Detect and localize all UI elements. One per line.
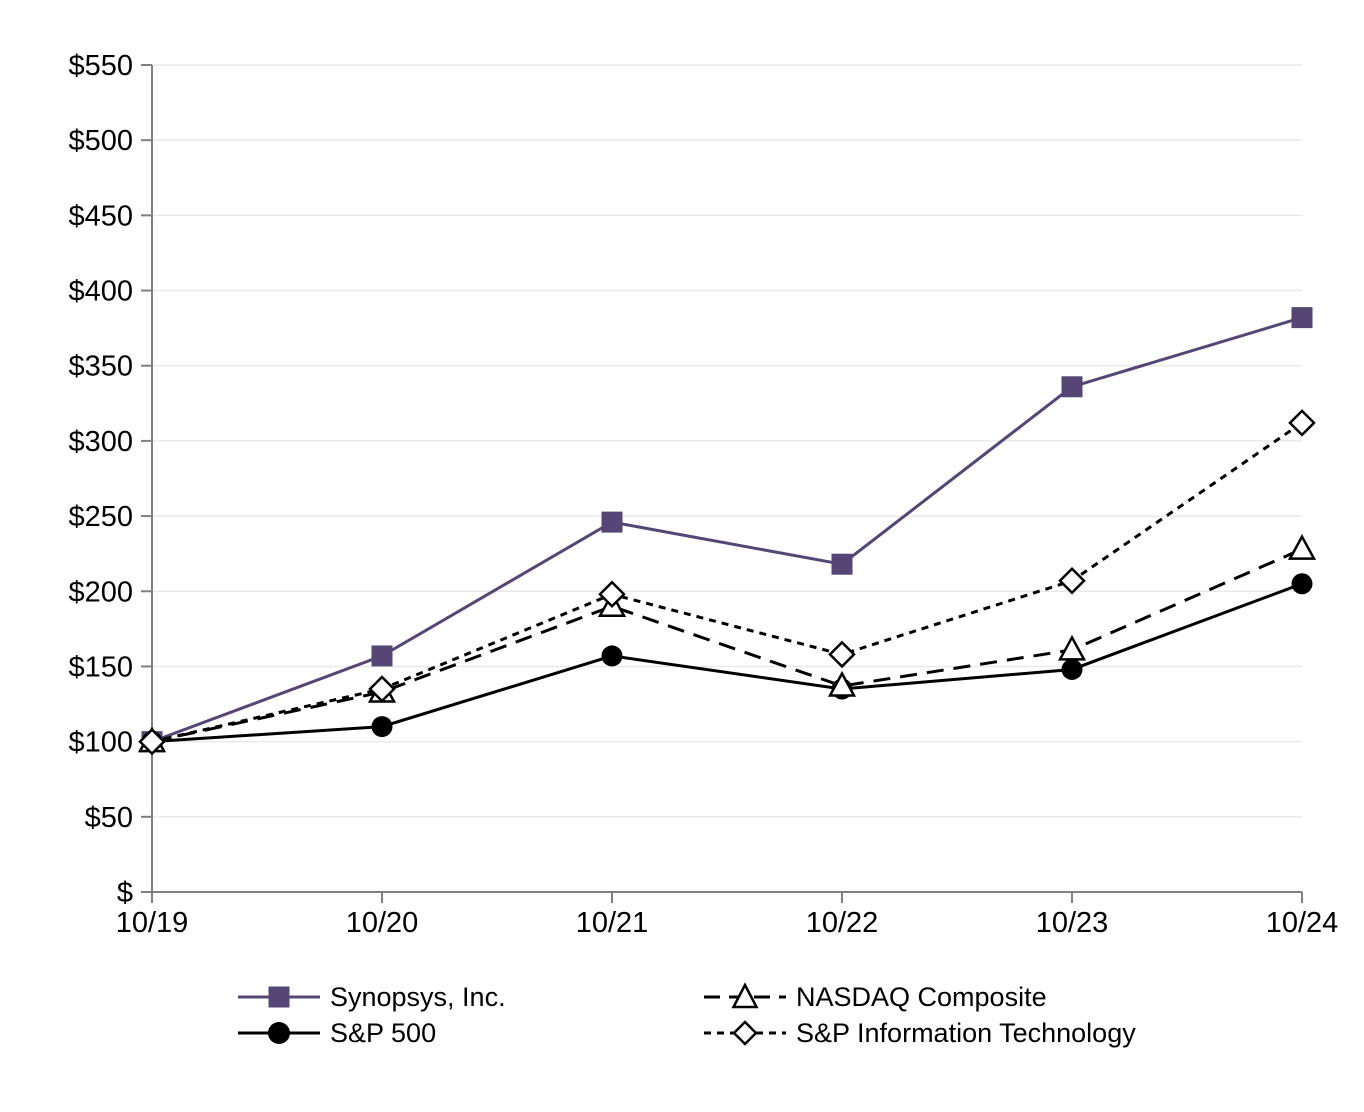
- y-axis-tick-label: $500: [68, 125, 133, 157]
- circle-data-marker: [1291, 573, 1313, 595]
- diamond-data-marker: [598, 580, 626, 609]
- square-data-marker: [601, 511, 623, 533]
- legend-item-sp500: S&P 500: [237, 1016, 436, 1050]
- circle-data-marker: [1061, 658, 1083, 680]
- series-line-4: [151, 421, 1303, 744]
- circle-data-marker: [601, 645, 623, 667]
- legend-item-nasdaq: NASDAQ Composite: [703, 980, 1047, 1014]
- diamond-data-marker: [1288, 409, 1316, 437]
- legend-swatch-nasdaq: [704, 982, 786, 1009]
- triangle-marker-icon: [731, 982, 759, 1009]
- legend-label-nasdaq: NASDAQ Composite: [796, 982, 1047, 1012]
- triangle-data-marker: [1287, 534, 1317, 560]
- y-axis-tick-label: $100: [68, 727, 133, 759]
- triangle-data-marker: [1057, 634, 1087, 661]
- diamond-data-marker: [138, 727, 166, 756]
- legend-swatch-synopsys: [238, 986, 320, 1008]
- y-axis-tick-label: $200: [68, 576, 133, 608]
- legend-label-synopsys: Synopsys, Inc.: [330, 982, 506, 1012]
- circle-data-marker: [371, 716, 393, 738]
- y-axis-tick-label: $550: [68, 50, 133, 82]
- series-line-3: [151, 547, 1303, 744]
- diamond-data-marker: [828, 640, 856, 669]
- legend-item-synopsys: Synopsys, Inc.: [237, 980, 506, 1014]
- x-axis-tick-label: 10/22: [806, 907, 879, 939]
- square-data-marker: [1061, 376, 1083, 398]
- legend-label-sp500: S&P 500: [330, 1018, 437, 1048]
- y-axis-tick-label: $150: [68, 651, 133, 683]
- x-axis-tick-label: 10/24: [1266, 907, 1339, 939]
- y-axis-tick-label: $250: [68, 501, 133, 533]
- y-axis-tick-label: $50: [85, 802, 133, 834]
- y-axis-tick-label: $: [117, 877, 133, 909]
- square-marker-icon: [268, 986, 290, 1008]
- square-data-marker: [371, 645, 393, 667]
- legend-label-spit: S&P Information Technology: [796, 1018, 1136, 1048]
- y-axis-tick-label: $350: [68, 351, 133, 383]
- legend-swatch-sp500: [238, 1022, 320, 1044]
- x-axis-tick-label: 10/21: [576, 907, 649, 939]
- circle-marker-icon: [268, 1022, 290, 1044]
- x-axis-tick-label: 10/19: [116, 907, 189, 939]
- y-axis-tick-label: $300: [68, 426, 133, 458]
- y-axis-tick-label: $450: [68, 200, 133, 232]
- legend-item-spit: S&P Information Technology: [703, 1016, 1136, 1050]
- y-axis-tick-label: $400: [68, 276, 133, 308]
- x-axis-tick-label: 10/23: [1036, 907, 1109, 939]
- triangle-data-marker: [827, 670, 857, 697]
- series-line-2: [151, 582, 1303, 744]
- square-data-marker: [831, 553, 853, 575]
- x-axis-tick-label: 10/20: [346, 907, 419, 939]
- series-line-1: [151, 316, 1303, 744]
- diamond-data-marker: [1058, 566, 1086, 595]
- legend-swatch-spit: [704, 1020, 786, 1046]
- diamond-marker-icon: [732, 1020, 758, 1046]
- diamond-data-marker: [368, 675, 396, 703]
- square-data-marker: [1291, 307, 1313, 329]
